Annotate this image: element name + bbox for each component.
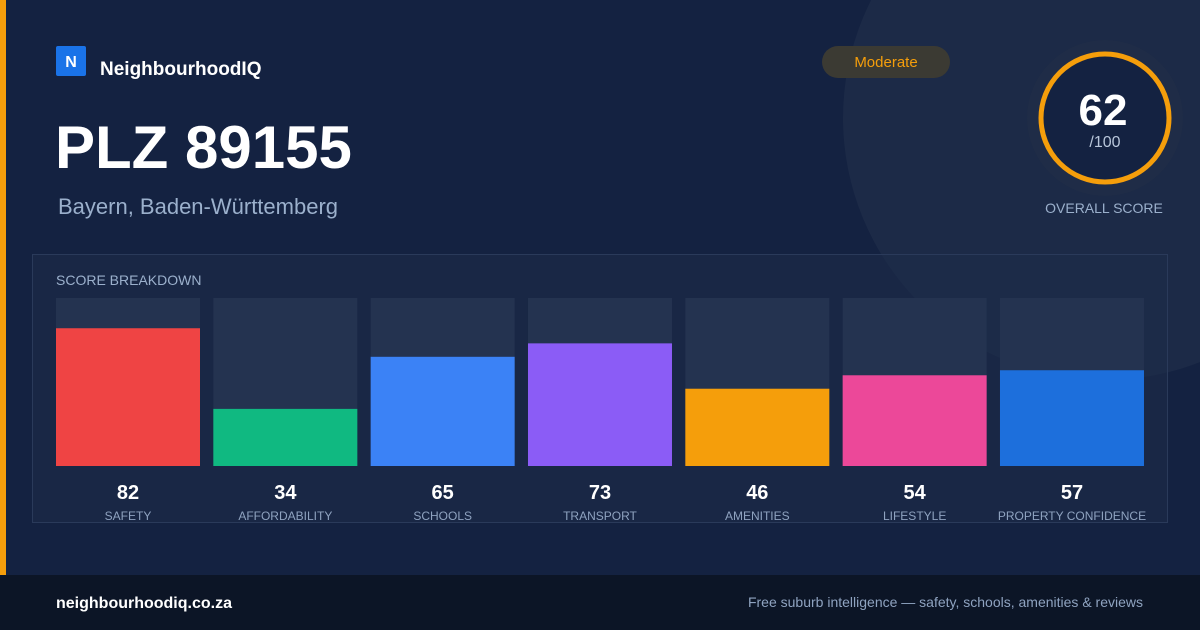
bar-label: AMENITIES — [725, 509, 790, 523]
footer-site: neighbourhoodiq.co.za — [56, 595, 232, 612]
score-caption: OVERALL SCORE — [1045, 200, 1163, 216]
location: Bayern, Baden-Württemberg — [58, 194, 338, 219]
breakdown-title: SCORE BREAKDOWN — [56, 272, 201, 288]
bar — [56, 328, 200, 466]
logo-letter: N — [65, 54, 77, 71]
badge-text: Moderate — [854, 54, 917, 71]
score-value: 62 — [1079, 86, 1128, 135]
bar — [842, 375, 987, 466]
title: PLZ 89155 — [55, 114, 352, 181]
bar — [213, 408, 358, 466]
bar-label: TRANSPORT — [563, 509, 637, 523]
footer-bar — [0, 575, 1200, 630]
bar — [370, 356, 515, 466]
bar-value: 57 — [1061, 482, 1083, 504]
bar-label: LIFESTYLE — [883, 509, 946, 523]
bar — [999, 370, 1144, 466]
brand-name: NeighbourhoodIQ — [100, 59, 261, 80]
accent-stripe — [0, 0, 6, 575]
bar-value: 73 — [589, 482, 611, 504]
score-ring — [1038, 51, 1172, 185]
bar — [527, 343, 672, 466]
bar-value: 46 — [746, 482, 768, 504]
bar — [685, 388, 830, 466]
bar-value: 82 — [117, 482, 139, 504]
score-max: /100 — [1089, 134, 1120, 151]
bar-label: PROPERTY CONFIDENCE — [998, 509, 1146, 523]
bar-chart: 82 SAFETY 34 AFFORDABILITY 65 SCHOOLS 73 TRANSP… — [56, 298, 1146, 523]
bar-value: 34 — [274, 482, 297, 504]
logo — [56, 46, 86, 76]
bar-value: 65 — [432, 482, 454, 504]
badge — [822, 46, 950, 78]
bar-value: 54 — [904, 482, 927, 504]
bar-label: AFFORDABILITY — [238, 509, 332, 523]
bar-label: SCHOOLS — [413, 509, 472, 523]
footer-tagline: Free suburb intelligence — safety, schoo… — [748, 594, 1143, 610]
bar-label: SAFETY — [105, 509, 152, 523]
